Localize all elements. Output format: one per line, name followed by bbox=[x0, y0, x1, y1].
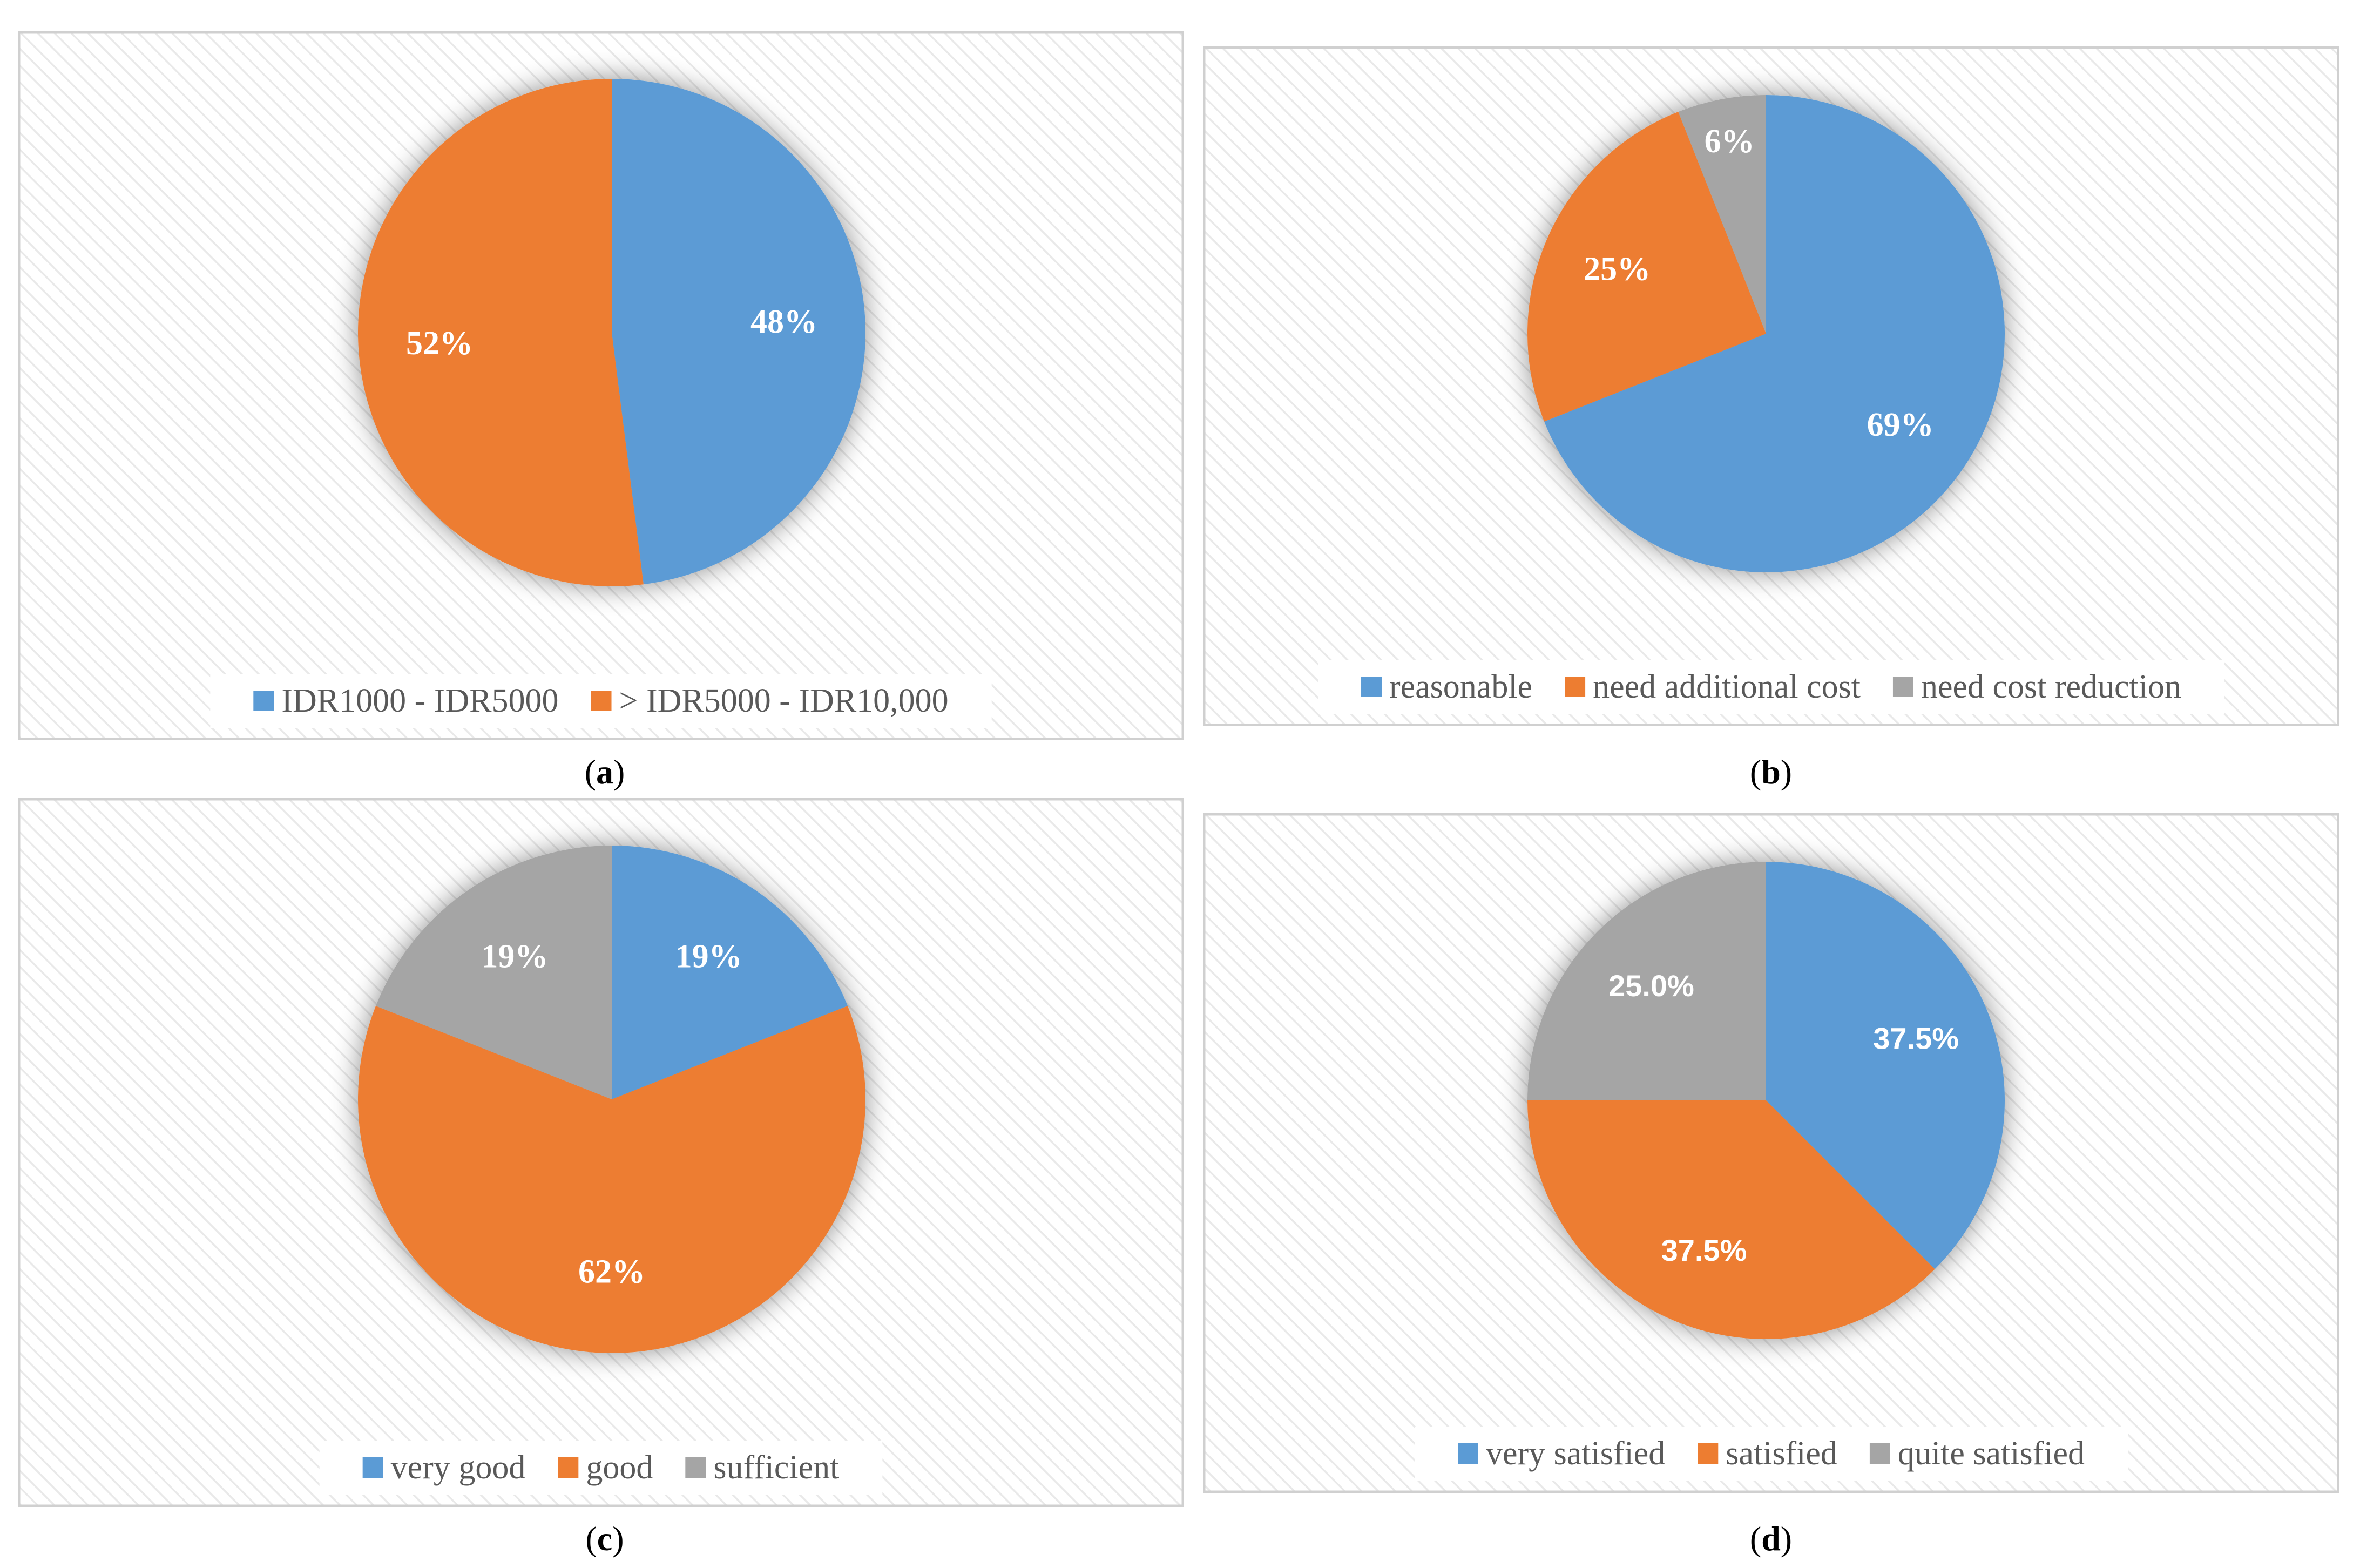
data-label-3: 19% bbox=[481, 938, 548, 975]
pie-slices bbox=[358, 79, 866, 587]
legend-background bbox=[319, 1441, 883, 1495]
legend-label-3: quite satisfied bbox=[1898, 1435, 2085, 1472]
chart-panel-b: 69% 25% 6% reasonable need additional cost ne… bbox=[1203, 46, 2339, 726]
data-label-2: 25% bbox=[1584, 251, 1651, 288]
legend-label-3: need cost reduction bbox=[1921, 668, 2181, 705]
pie-slices bbox=[357, 846, 865, 1353]
legend-swatch-1 bbox=[1361, 677, 1382, 697]
legend-swatch-2 bbox=[1565, 677, 1586, 697]
pie-slice-1 bbox=[1766, 862, 2005, 1269]
pie-slice-2 bbox=[358, 79, 644, 587]
caption-d: (d) bbox=[1749, 1519, 1793, 1558]
legend-swatch-3 bbox=[1869, 1443, 1890, 1464]
legend-label-1: very satisfied bbox=[1486, 1435, 1665, 1472]
legend: reasonable need additional cost need cost … bbox=[1318, 660, 2224, 714]
data-label-2: 52% bbox=[406, 325, 473, 362]
data-label-1: 19% bbox=[675, 938, 742, 975]
legend-background bbox=[1318, 660, 2224, 714]
pie-slice-1 bbox=[612, 846, 848, 1099]
pie-chart-b: 69% 25% 6% reasonable need additional cost ne… bbox=[1203, 46, 2339, 726]
pie-chart-c: 19% 62% 19% very good good sufficient bbox=[18, 798, 1184, 1507]
pie-slice-3 bbox=[1527, 862, 1766, 1100]
pie-slice-2 bbox=[1527, 1100, 1935, 1339]
pie-slice-2 bbox=[357, 1005, 865, 1353]
pie-slice-3 bbox=[376, 846, 612, 1099]
data-label-3: 25.0% bbox=[1608, 969, 1694, 1003]
legend-swatch-2 bbox=[558, 1457, 579, 1478]
pie-slice-3 bbox=[1678, 95, 1766, 334]
legend-swatch-2 bbox=[1698, 1443, 1719, 1464]
legend-swatch-1 bbox=[1458, 1443, 1478, 1464]
data-label-1: 37.5% bbox=[1873, 1021, 1959, 1055]
legend-swatch-3 bbox=[1892, 677, 1913, 697]
legend-label-3: sufficient bbox=[713, 1449, 839, 1486]
pie-chart-a: 48% 52% IDR1000 - IDR5000 > IDR5000 - IDR10… bbox=[18, 31, 1184, 740]
caption-b: (b) bbox=[1749, 753, 1793, 791]
legend-swatch-2 bbox=[591, 691, 612, 711]
legend-label-2: > IDR5000 - IDR10,000 bbox=[619, 682, 949, 719]
legend: very good good sufficient bbox=[319, 1441, 883, 1495]
legend: very satisfied satisfied quite satisfied bbox=[1415, 1427, 2128, 1481]
legend-label-2: need additional cost bbox=[1593, 668, 1861, 705]
legend-label-1: very good bbox=[391, 1449, 526, 1486]
legend-label-1: reasonable bbox=[1389, 668, 1532, 705]
chart-panel-d: 37.5% 37.5% 25.0% very satisfied satisfied qu… bbox=[1203, 813, 2339, 1493]
data-label-1: 69% bbox=[1867, 407, 1934, 443]
data-label-2: 62% bbox=[578, 1254, 645, 1290]
caption-a: (a) bbox=[584, 753, 625, 791]
legend-background bbox=[1415, 1427, 2128, 1481]
legend-label-2: satisfied bbox=[1726, 1435, 1837, 1472]
data-label-1: 48% bbox=[750, 303, 817, 340]
data-label-3: 6% bbox=[1705, 123, 1755, 160]
data-label-2: 37.5% bbox=[1661, 1233, 1747, 1267]
pie-slice-2 bbox=[1527, 112, 1766, 422]
legend-swatch-1 bbox=[362, 1457, 383, 1478]
chart-panel-c: 19% 62% 19% very good good sufficient bbox=[18, 798, 1184, 1507]
legend-label-2: good bbox=[586, 1449, 653, 1486]
legend-label-1: IDR1000 - IDR5000 bbox=[281, 682, 558, 719]
pie-slice-1 bbox=[1544, 95, 2005, 572]
pie-chart-d: 37.5% 37.5% 25.0% very satisfied satisfied qu… bbox=[1203, 813, 2339, 1493]
caption-c: (c) bbox=[585, 1519, 624, 1558]
pie-slice-1 bbox=[612, 79, 866, 585]
legend-swatch-1 bbox=[253, 691, 274, 711]
pie-slices bbox=[1527, 95, 2005, 572]
chart-panel-a: 48% 52% IDR1000 - IDR5000 > IDR5000 - IDR10… bbox=[18, 31, 1184, 740]
legend: IDR1000 - IDR5000 > IDR5000 - IDR10,000 bbox=[210, 674, 992, 728]
pie-slices bbox=[1527, 862, 2005, 1339]
legend-swatch-3 bbox=[685, 1457, 706, 1478]
